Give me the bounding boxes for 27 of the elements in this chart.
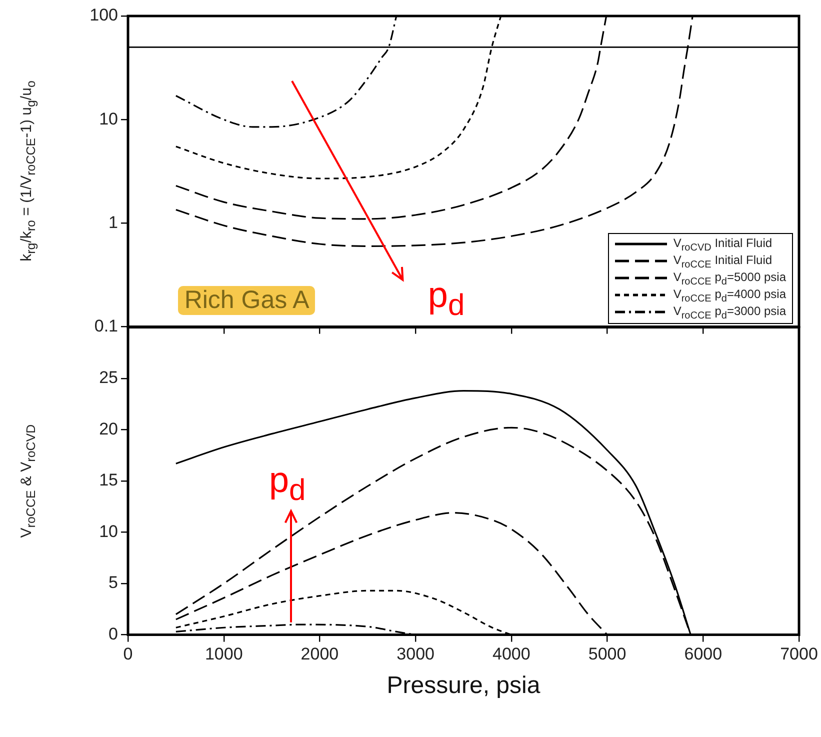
y-tick-label: 20 <box>99 419 118 438</box>
annotation: p$_{d}$ <box>268 458 306 508</box>
y-tick-label: 5 <box>108 572 118 592</box>
legend-label: V$_{roCCE}$ p$_{d}$=4000 psia <box>673 286 786 304</box>
y-tick-label: 0 <box>108 624 118 644</box>
x-tick-label: 3000 <box>396 644 434 664</box>
x-tick-label: 5000 <box>588 644 626 664</box>
y-tick-label: 10 <box>99 522 118 541</box>
y-tick-label: 100 <box>90 6 118 25</box>
x-tick-label: 0 <box>123 644 133 664</box>
x-tick-label: 1000 <box>204 644 243 664</box>
legend-label: V$_{roCCE}$ p$_{d}$=3000 psia <box>673 304 786 322</box>
x-tick-label: 7000 <box>780 644 818 664</box>
legend-label: V$_{roCCE}$ p$_{d}$=5000 psia <box>673 270 786 288</box>
x-tick-label: 6000 <box>684 644 722 664</box>
x-axis-title: Pressure, psia <box>386 672 541 699</box>
annotation: p$_{d}$ <box>428 274 465 324</box>
x-tick-label: 2000 <box>300 644 339 664</box>
legend-label: V$_{roCVD}$ Initial Fluid <box>673 236 772 254</box>
y-tick-label: 25 <box>99 368 118 387</box>
x-tick-label: 4000 <box>492 644 530 664</box>
annotation: Rich Gas A <box>178 286 316 316</box>
y-tick-label: 1 <box>108 212 118 232</box>
y-tick-label: 15 <box>99 470 118 490</box>
legend-label: V$_{roCCE}$ Initial Fluid <box>673 252 772 270</box>
y-tick-label: 10 <box>99 109 118 128</box>
y-tick-label: 0.1 <box>94 316 118 336</box>
